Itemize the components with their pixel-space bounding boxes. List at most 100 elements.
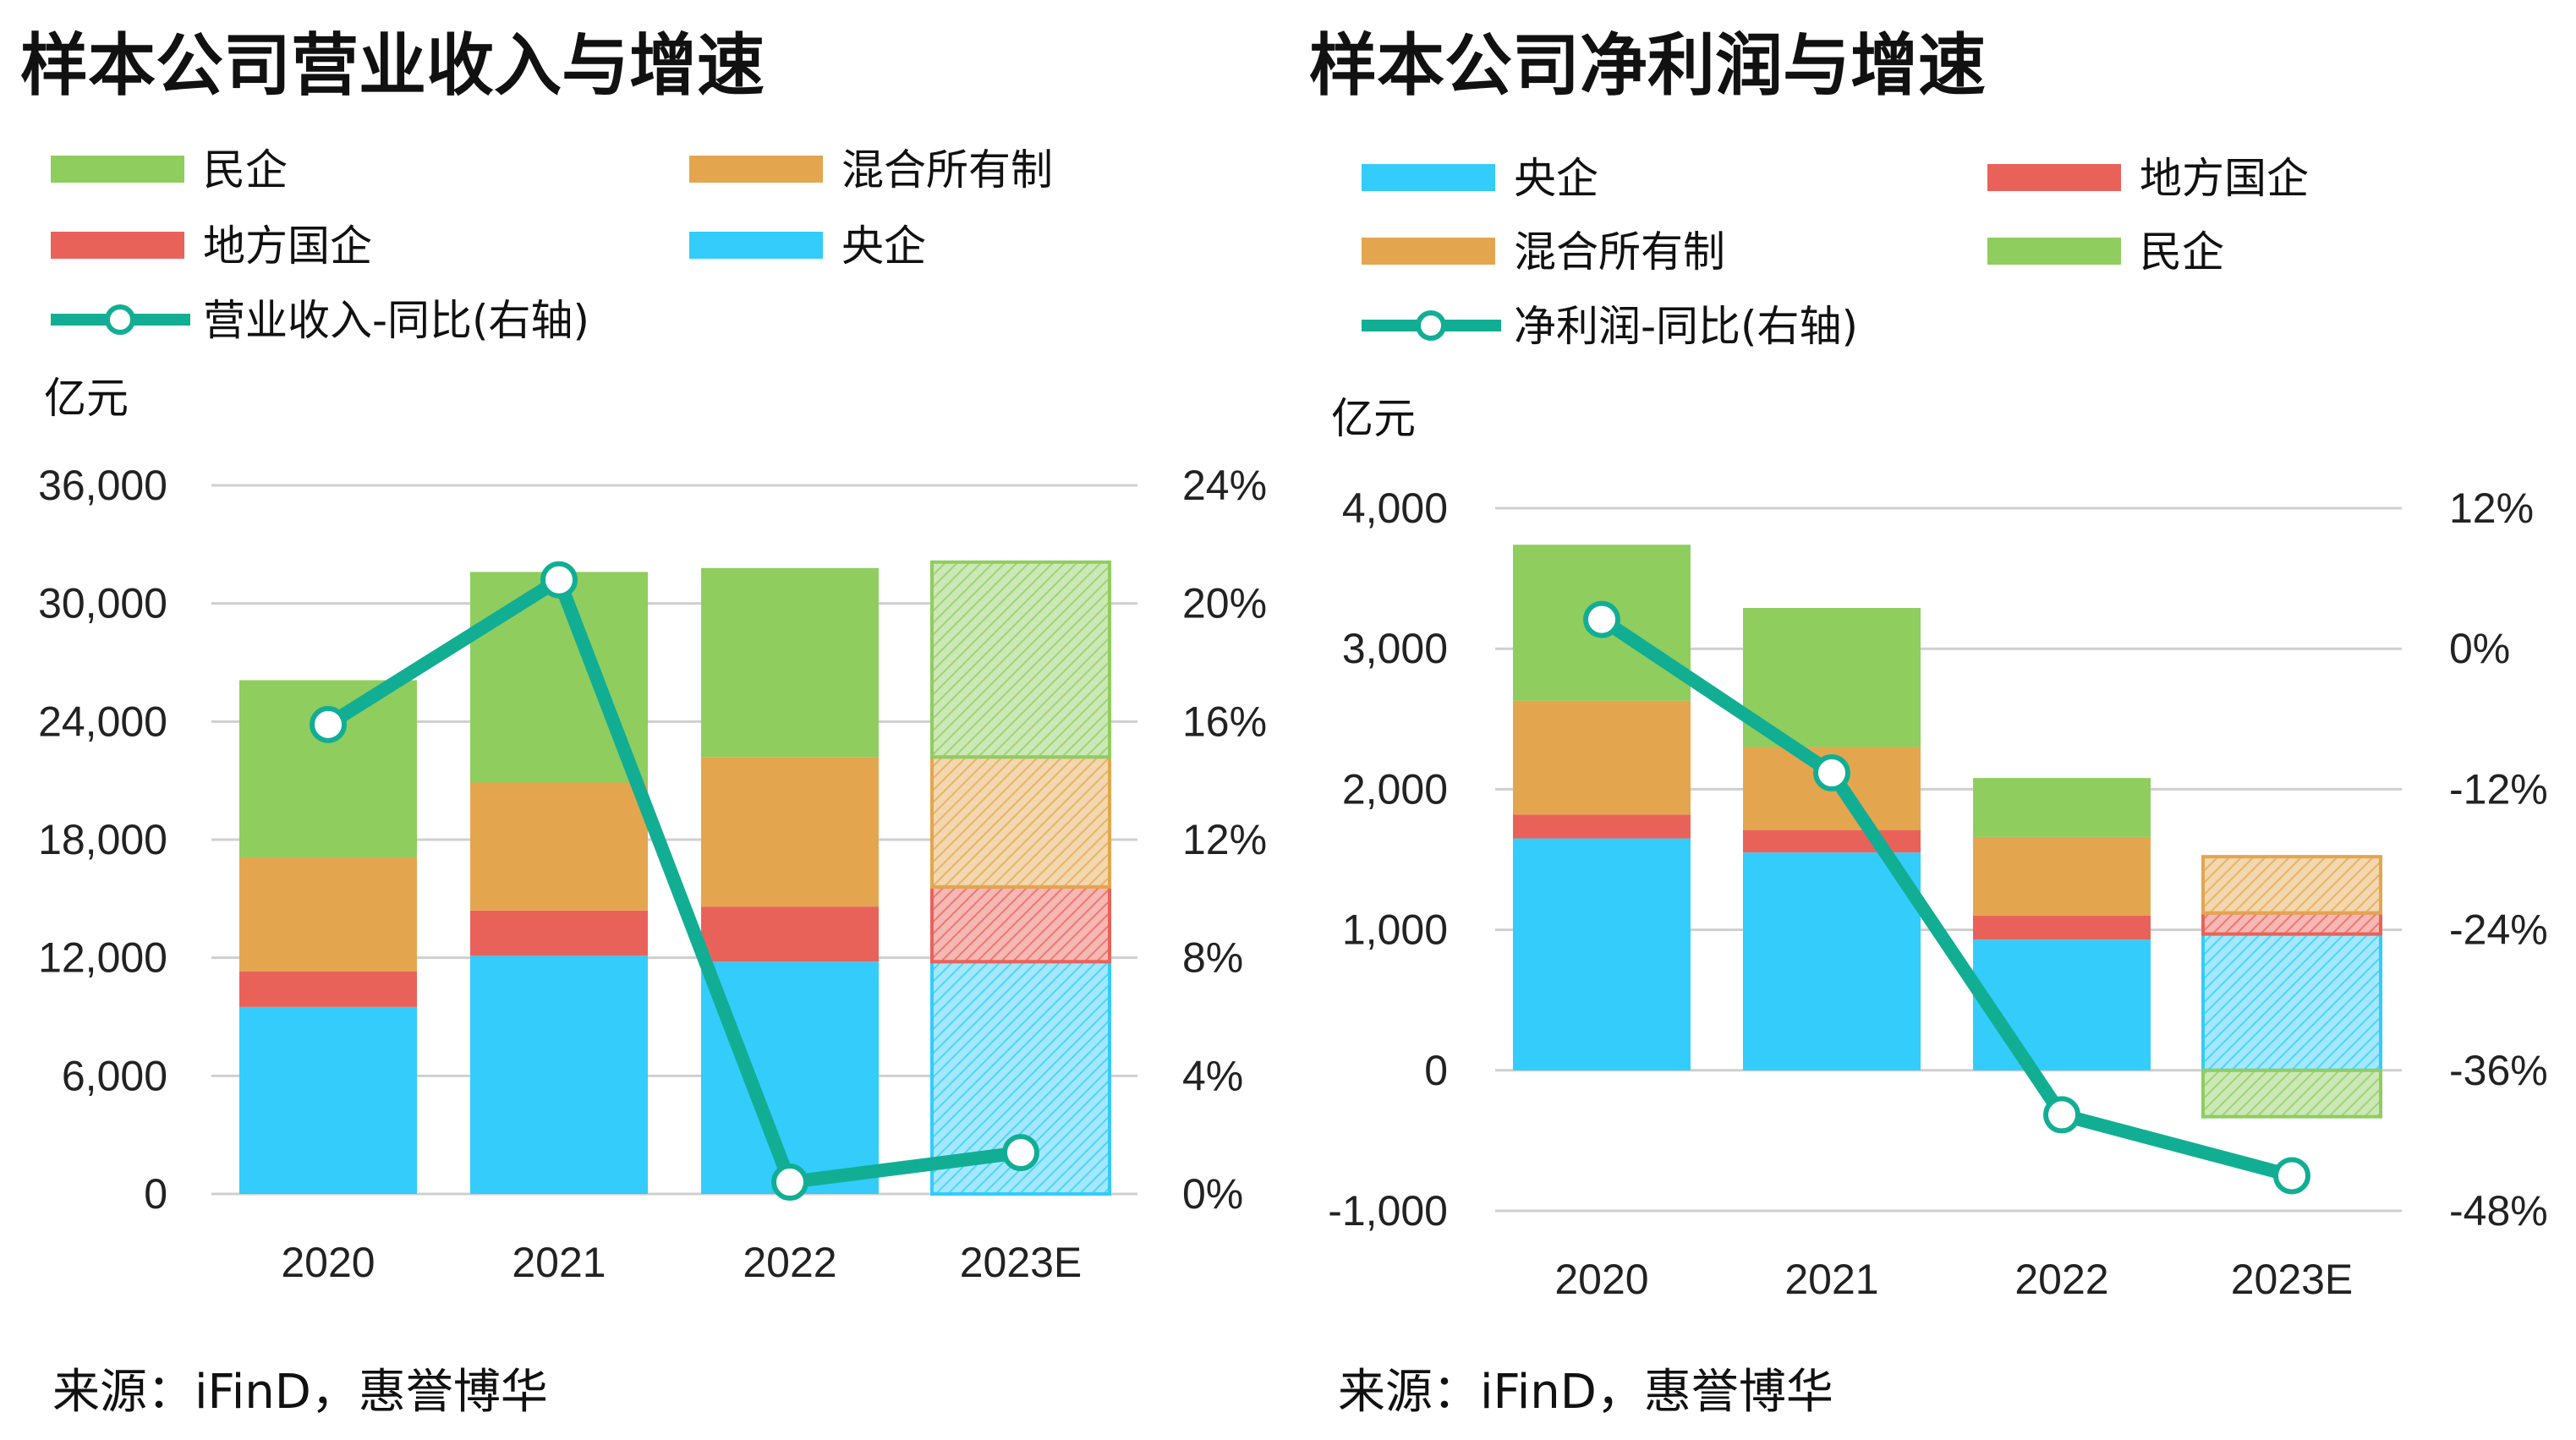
bar-segment: [2201, 932, 2382, 1072]
y2-tick-label: 0%: [1182, 1170, 1243, 1218]
bar-segment: [1973, 915, 2151, 940]
legend-swatch: [689, 156, 823, 183]
bar-segment: [239, 857, 417, 972]
y-tick-label: 3,000: [1342, 625, 1448, 672]
x-tick-label: 2022: [2014, 1256, 2108, 1303]
y-tick-label: 30,000: [38, 580, 167, 627]
legend-swatch: [51, 232, 184, 259]
y2-tick-label: 20%: [1182, 580, 1267, 627]
bar-segment: [701, 567, 879, 758]
y-tick-label: 2,000: [1342, 765, 1448, 813]
bar-segment: [930, 560, 1111, 759]
legend-label: 营业收入-同比(右轴): [203, 296, 589, 345]
y-tick-label: 0: [1424, 1047, 1448, 1094]
x-tick-label: 2021: [1784, 1256, 1878, 1303]
y-tick-label: 36,000: [38, 462, 167, 509]
growth-point: [2043, 1096, 2080, 1134]
bar-segment: [2201, 855, 2382, 915]
y2-tick-label: 8%: [1182, 934, 1243, 982]
legend-label: 地方国企: [203, 222, 372, 271]
legend-label: 混合所有制: [1514, 227, 1725, 277]
bar-segment: [470, 782, 648, 911]
right-axis-ticks: -1,000 0 1,000 2,000 3,000 4,000 -48% -36% -24% -…: [1328, 485, 2548, 1303]
x-tick-label: 2022: [743, 1239, 836, 1286]
y2-tick-label: 12%: [1182, 816, 1267, 863]
growth-point: [771, 1163, 808, 1202]
x-tick-label: 2023E: [960, 1239, 1082, 1286]
growth-point: [2273, 1157, 2310, 1195]
bar-segment: [930, 884, 1111, 964]
growth-line: [1598, 613, 2294, 1183]
y-tick-label: 1,000: [1342, 906, 1448, 954]
legend-label: 混合所有制: [841, 145, 1053, 194]
y2-tick-label: -24%: [2449, 906, 2548, 954]
y-tick-label: 6,000: [62, 1052, 167, 1099]
y2-tick-label: -48%: [2449, 1187, 2548, 1235]
bar-segment: [1743, 852, 1921, 1070]
growth-line: [324, 572, 1022, 1190]
bar-segment: [2201, 1068, 2382, 1119]
y2-tick-label: 16%: [1182, 698, 1267, 745]
legend-swatch: [1362, 164, 1495, 191]
growth-point: [310, 705, 347, 743]
legend-swatch: [1987, 164, 2121, 191]
bar-segment: [701, 906, 879, 962]
bar-segment: [701, 757, 879, 907]
y-tick-label: 0: [144, 1170, 167, 1218]
bar-segment: [470, 910, 648, 956]
legend-label: 净利润-同比(右轴): [1514, 302, 1858, 351]
y2-tick-label: 24%: [1182, 462, 1267, 509]
left-growth-line: [310, 561, 1039, 1202]
left-chart-title: 样本公司营业收入与增速: [20, 26, 765, 105]
growth-point: [540, 561, 578, 599]
legend-swatch: [1362, 238, 1495, 265]
y2-tick-label: -36%: [2449, 1047, 2548, 1094]
bar-segment: [239, 971, 417, 1007]
legend-label: 民企: [203, 145, 288, 194]
legend-line-marker: [1416, 310, 1446, 341]
y-tick-label: 12,000: [38, 934, 167, 982]
legend-swatch: [1987, 238, 2121, 265]
right-chart-title: 样本公司净利润与增速: [1309, 26, 1986, 105]
y-tick-label: -1,000: [1328, 1187, 1448, 1235]
y-tick-label: 4,000: [1342, 485, 1448, 532]
y2-tick-label: 4%: [1182, 1052, 1243, 1099]
bar-segment: [239, 1006, 417, 1194]
x-tick-label: 2023E: [2231, 1256, 2354, 1303]
bar-segment: [1973, 939, 2151, 1070]
bar-segment: [470, 955, 648, 1194]
right-growth-line: [1583, 600, 2310, 1195]
growth-point: [1813, 754, 1850, 792]
growth-point: [1002, 1134, 1039, 1172]
right-y-unit: 亿元: [1331, 394, 1416, 443]
right-source-note: 来源：iFinD，惠誉博华: [1338, 1365, 1833, 1420]
legend-label: 央企: [1514, 154, 1598, 203]
bar-segment: [1973, 836, 2151, 916]
left-axis-ticks: 0 6,000 12,000 18,000 24,000 30,000 36,000 0% 4%…: [38, 462, 1267, 1286]
bar-segment: [1513, 700, 1691, 815]
legend-swatch: [51, 156, 184, 183]
left-source-note: 来源：iFinD，惠誉博华: [52, 1365, 548, 1420]
legend-label: 地方国企: [2140, 154, 2309, 203]
bar-segment: [930, 755, 1111, 889]
y-tick-label: 18,000: [38, 816, 167, 863]
growth-point: [1583, 600, 1620, 638]
x-tick-label: 2020: [1554, 1256, 1648, 1303]
y2-tick-label: 12%: [2449, 485, 2534, 532]
legend-label: 民企: [2140, 227, 2224, 277]
bar-segment: [1743, 830, 1921, 853]
bar-segment: [1973, 778, 2151, 837]
y2-tick-label: 0%: [2449, 625, 2510, 672]
y2-tick-label: -12%: [2449, 765, 2548, 813]
bar-segment: [1743, 608, 1921, 747]
legend-line-marker: [105, 304, 135, 335]
bar-segment: [1513, 814, 1691, 839]
legend-swatch: [689, 232, 823, 259]
bar-segment: [2201, 911, 2382, 936]
bar-segment: [1513, 838, 1691, 1070]
left-y-unit: 亿元: [44, 374, 129, 423]
x-tick-label: 2020: [281, 1239, 375, 1286]
